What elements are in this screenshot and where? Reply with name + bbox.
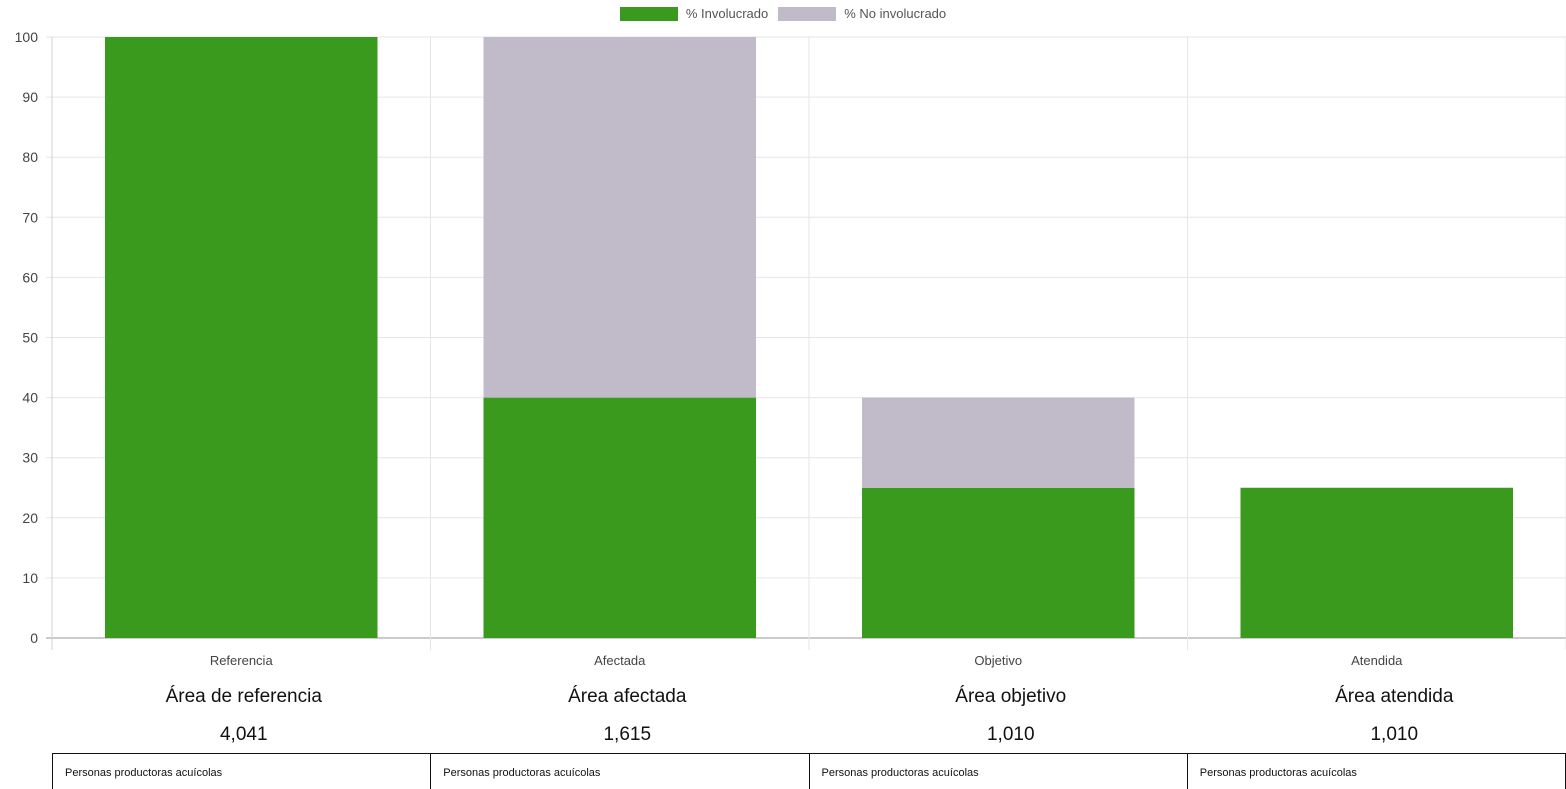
bar-atendida-series-1 — [1240, 487, 1514, 638]
area-title-afectada: Área afectada — [568, 686, 687, 707]
legend-item-involucrado[interactable]: % Involucrado — [619, 6, 769, 21]
area-count-referencia: 4,041 — [219, 724, 268, 745]
bar-afectada-series-2 — [483, 37, 757, 398]
bar-objetivo-series-1 — [861, 487, 1135, 638]
y-tick-label: 100 — [15, 29, 39, 45]
description-cell-atendida: Personas productoras acuícolas — [1188, 754, 1566, 789]
legend-item-no-involucrado[interactable]: % No involucrado — [778, 6, 946, 21]
bar-objetivo-series-2 — [861, 397, 1135, 488]
area-titles: Área de referencia Área afectada Área ob… — [52, 686, 1566, 708]
description-cell-afectada: Personas productoras acuícolas — [431, 754, 810, 789]
y-tick-label: 80 — [22, 149, 38, 165]
y-tick-label: 10 — [22, 570, 38, 586]
y-tick-label: 60 — [22, 269, 38, 285]
population-description-table: Personas productoras acuícolas Personas … — [52, 753, 1566, 789]
area-count-atendida: 1,010 — [1370, 724, 1419, 745]
legend-label-involucrado: % Involucrado — [685, 6, 769, 21]
legend-swatch-no-involucrado — [778, 6, 837, 21]
legend-label-no-involucrado: % No involucrado — [844, 6, 947, 21]
area-title-referencia: Área de referencia — [165, 686, 322, 707]
y-tick-label: 30 — [22, 450, 38, 466]
area-count-afectada: 1,615 — [603, 724, 652, 745]
chart-legend: % Involucrado % No involucrado — [0, 6, 1566, 21]
y-tick-label: 90 — [22, 89, 38, 105]
x-tick-label: Referencia — [210, 653, 274, 668]
y-tick-label: 40 — [22, 390, 38, 406]
y-tick-label: 0 — [30, 630, 38, 646]
y-tick-label: 50 — [22, 330, 38, 346]
description-cell-referencia: Personas productoras acuícolas — [53, 754, 432, 789]
bar-referencia-series-1 — [104, 37, 378, 638]
area-title-objetivo: Área objetivo — [955, 686, 1067, 707]
area-title-atendida: Área atendida — [1335, 686, 1454, 707]
area-counts: 4,041 1,615 1,010 1,010 — [52, 724, 1566, 746]
x-tick-label: Afectada — [594, 653, 646, 668]
legend-swatch-involucrado — [619, 6, 678, 21]
area-count-objetivo: 1,010 — [986, 724, 1035, 745]
x-tick-label: Atendida — [1351, 653, 1403, 668]
y-tick-label: 20 — [22, 510, 38, 526]
description-cell-objetivo: Personas productoras acuícolas — [810, 754, 1188, 789]
x-tick-label: Objetivo — [974, 653, 1022, 668]
bar-afectada-series-1 — [483, 397, 757, 638]
stacked-bar-chart: 0 10 20 30 40 50 60 70 80 90 100 Referencia Afectada… — [15, 29, 1566, 668]
y-tick-label: 70 — [22, 209, 38, 225]
